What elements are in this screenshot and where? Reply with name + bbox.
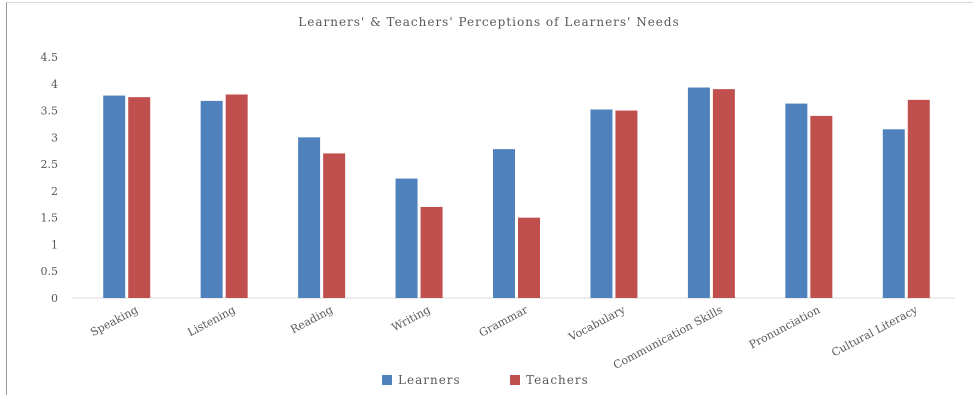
category-label: Pronunciation — [747, 303, 822, 351]
y-tick-label: 1 — [51, 238, 58, 251]
bar-teachers-reading — [323, 153, 346, 298]
category-label: Reading — [288, 303, 335, 336]
category-label: Listening — [185, 303, 237, 339]
bar-learners-listening — [200, 100, 223, 298]
y-tick-label: 3.5 — [41, 105, 59, 118]
y-tick-label: 1.5 — [41, 212, 59, 225]
bar-teachers-listening — [225, 94, 248, 298]
bar-learners-cultural-literacy — [882, 129, 905, 298]
legend: Learners Teachers — [382, 373, 589, 387]
chart-title: Learners' & Teachers' Perceptions of Lea… — [298, 15, 679, 29]
category-label: Grammar — [477, 303, 531, 340]
bar-learners-grammar — [493, 149, 515, 298]
bar-teachers-writing — [420, 206, 443, 298]
y-tick-label: 4.5 — [41, 51, 59, 64]
legend-swatch-learners — [382, 375, 392, 385]
bars — [103, 87, 930, 299]
y-tick-label: 2.5 — [41, 158, 59, 171]
bar-learners-writing — [395, 178, 418, 298]
category-label: Vocabulary — [566, 303, 628, 344]
y-tick-label: 0.5 — [41, 265, 59, 278]
y-axis-ticks: 0 0.5 1 1.5 2 2.5 3 3.5 4 4.5 — [41, 51, 59, 305]
bar-learners-communication-skills — [687, 87, 710, 298]
y-tick-label: 4 — [51, 78, 58, 91]
y-tick-label: 0 — [51, 292, 58, 305]
bar-learners-reading — [298, 137, 321, 298]
legend-swatch-teachers — [510, 375, 520, 385]
chart-frame — [6, 2, 973, 395]
bar-teachers-speaking — [128, 97, 151, 299]
y-tick-label: 3 — [51, 131, 58, 144]
legend-label-learners: Learners — [398, 373, 461, 387]
bar-learners-vocabulary — [590, 109, 613, 299]
bar-teachers-grammar — [518, 217, 540, 298]
bar-teachers-cultural-literacy — [907, 99, 930, 298]
category-label: Cultural Literacy — [829, 303, 920, 360]
bar-teachers-communication-skills — [712, 89, 735, 298]
bar-teachers-vocabulary — [615, 110, 638, 298]
bar-teachers-pronunciation — [810, 115, 833, 299]
y-tick-label: 2 — [51, 185, 58, 198]
category-label: Speaking — [88, 303, 140, 339]
category-labels: Speaking Listening Reading Writing Grammar Vo… — [88, 303, 920, 372]
category-label: Writing — [390, 303, 433, 334]
bar-learners-pronunciation — [785, 103, 808, 299]
category-label: Communication Skills — [611, 303, 725, 372]
bar-learners-speaking — [103, 95, 126, 298]
legend-label-teachers: Teachers — [526, 373, 589, 387]
